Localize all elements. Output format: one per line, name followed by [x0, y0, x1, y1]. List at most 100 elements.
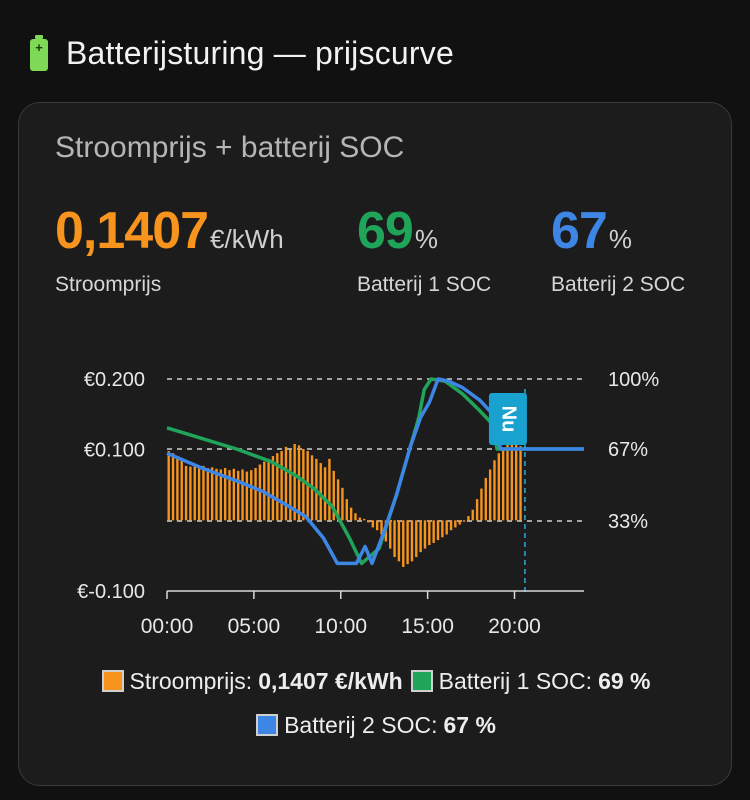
- price-bar: [167, 451, 170, 521]
- legend-swatch-battery2: [256, 714, 279, 736]
- page-title: Batterijsturing — prijscurve: [66, 34, 454, 71]
- y-right-tick-label: 33%: [608, 511, 648, 533]
- price-soc-card[interactable]: Stroomprijs + batterij SOC 0,1407 €/kWh …: [18, 102, 732, 786]
- price-bar: [362, 518, 366, 521]
- price-bar: [410, 520, 414, 562]
- price-bar: [445, 520, 448, 535]
- price-bar: [193, 465, 196, 521]
- soc-line-battery2: [166, 377, 584, 566]
- price-bar: [471, 509, 474, 521]
- price-bar: [271, 456, 275, 521]
- price-bar: [197, 467, 201, 521]
- y-left-tick-label: €-0.100: [77, 581, 145, 603]
- legend-swatch-price: [101, 670, 124, 692]
- y-left-tick-label: €0.100: [84, 440, 145, 462]
- price-bar: [406, 520, 409, 565]
- legend-price-value: 0,1407 €/kWh: [258, 667, 403, 694]
- price-bar: [280, 451, 283, 521]
- price-bar: [501, 449, 505, 521]
- stat-battery1-value: 69: [357, 202, 414, 260]
- stat-battery2-unit: %: [608, 224, 632, 254]
- price-bar: [319, 463, 322, 521]
- price-bar: [423, 520, 427, 549]
- legend-battery1-value: 69 %: [598, 667, 651, 694]
- price-bar: [276, 453, 279, 521]
- chart-legend: Stroomprijs: 0,1407 €/kWh Batterij 1 SOC…: [19, 663, 733, 743]
- x-tick-label: 10:00: [314, 615, 367, 638]
- price-bar: [237, 470, 240, 521]
- price-soc-chart[interactable]: €0.200 €0.100 €-0.100 100% 67% 33% Nu 00:00 05:0…: [19, 103, 733, 663]
- price-bar: [267, 458, 270, 521]
- price-bar: [289, 449, 292, 521]
- stat-price[interactable]: 0,1407 €/kWh Stroomprijs: [55, 201, 284, 297]
- x-tick-label: 15:00: [401, 615, 454, 638]
- price-bar: [467, 516, 470, 521]
- price-bar: [419, 520, 422, 553]
- price-bar: [258, 464, 262, 521]
- price-bar: [202, 465, 205, 521]
- price-bar: [380, 520, 383, 535]
- price-bar: [215, 468, 218, 521]
- price-bar: [241, 469, 244, 521]
- y-right-tick-label: 67%: [608, 439, 648, 461]
- price-bar: [228, 470, 231, 521]
- price-bar: [341, 487, 344, 521]
- price-bar: [293, 444, 296, 521]
- price-bar: [397, 520, 401, 562]
- price-bar: [449, 520, 453, 531]
- battery-charging-icon: +: [30, 35, 48, 71]
- price-bar: [428, 520, 431, 546]
- price-bar: [328, 458, 331, 521]
- price-bar: [371, 520, 375, 528]
- price-bar: [210, 467, 214, 521]
- price-bar: [219, 469, 223, 521]
- price-bar: [345, 499, 348, 521]
- now-marker-label: Nu: [498, 406, 520, 433]
- stat-battery1[interactable]: 69 % Batterij 1 SOC: [357, 201, 491, 297]
- legend-battery2-value: 67 %: [443, 711, 496, 738]
- price-bar: [206, 468, 209, 521]
- stat-price-value: 0,1407: [55, 202, 209, 260]
- price-bar: [223, 468, 227, 521]
- price-bar: [349, 507, 353, 521]
- price-bar: [432, 520, 435, 543]
- stat-price-unit: €/kWh: [210, 224, 284, 254]
- price-bar: [441, 520, 444, 538]
- price-bar: [189, 466, 192, 521]
- price-bar: [389, 520, 392, 549]
- legend-item-battery1[interactable]: Batterij 1 SOC: 69 %: [410, 667, 651, 695]
- y-right-tick-label: 100%: [608, 369, 659, 391]
- price-bar: [415, 520, 418, 558]
- price-bar: [232, 468, 236, 521]
- legend-item-battery2[interactable]: Batterij 2 SOC: 67 %: [256, 712, 496, 739]
- price-bar: [336, 479, 340, 521]
- price-bar: [323, 467, 327, 521]
- page-header: + Batterijsturing — prijscurve: [30, 28, 454, 78]
- legend-swatch-battery1: [410, 670, 433, 692]
- now-marker-badge: [488, 393, 527, 445]
- price-bar: [515, 441, 518, 521]
- price-bar: [484, 477, 487, 521]
- legend-item-price[interactable]: Stroomprijs: 0,1407 €/kWh: [101, 667, 403, 695]
- price-bar: [176, 456, 179, 521]
- legend-battery2-name: Batterij 2 SOC:: [284, 711, 438, 738]
- price-bar: [358, 517, 362, 521]
- price-bar: [245, 471, 249, 521]
- price-bar: [462, 520, 466, 522]
- price-bar: [454, 520, 457, 528]
- price-bar: [376, 520, 379, 531]
- price-bar: [402, 520, 405, 567]
- price-bar: [302, 448, 305, 521]
- price-bar: [519, 446, 522, 521]
- stat-battery2[interactable]: 67 % Batterij 2 SOC: [551, 201, 685, 297]
- stat-battery1-label: Batterij 1 SOC: [357, 273, 492, 296]
- stat-price-label: Stroomprijs: [55, 273, 162, 296]
- price-bar: [393, 520, 396, 558]
- price-bar: [458, 520, 461, 525]
- price-bar: [475, 499, 479, 521]
- price-bar: [184, 465, 188, 521]
- stat-battery1-unit: %: [414, 224, 438, 254]
- price-bar: [480, 488, 483, 521]
- stat-battery2-label: Batterij 2 SOC: [551, 273, 686, 296]
- price-bar: [297, 445, 301, 521]
